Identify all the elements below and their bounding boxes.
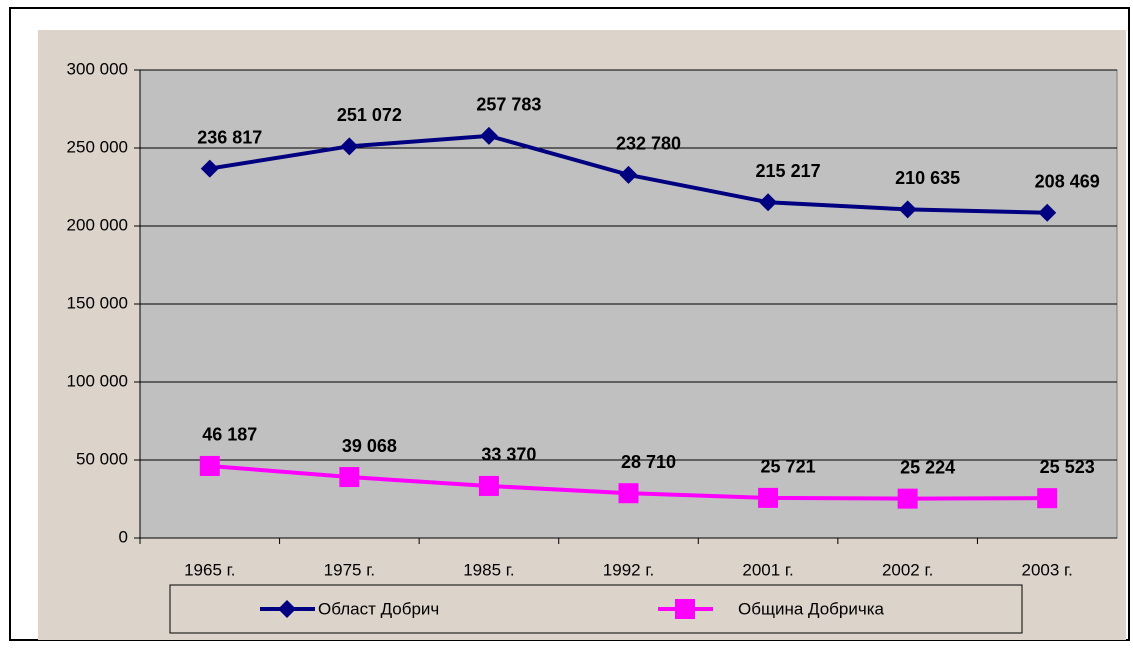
data-label: 232 780 — [616, 134, 681, 154]
data-point — [1038, 203, 1057, 222]
data-point — [199, 455, 220, 476]
y-tick-label: 0 — [119, 527, 128, 546]
data-label: 215 217 — [756, 161, 821, 181]
data-point — [479, 126, 498, 145]
y-tick-label: 150 000 — [67, 293, 128, 312]
data-point — [898, 200, 917, 219]
data-label: 33 370 — [481, 445, 536, 465]
data-point — [200, 159, 219, 178]
x-tick-label: 1992 г. — [603, 560, 654, 579]
data-point — [478, 475, 499, 496]
data-point — [619, 165, 638, 184]
x-tick-label: 1965 г. — [184, 560, 235, 579]
data-point — [340, 137, 359, 156]
data-label: 236 817 — [197, 127, 262, 147]
data-point — [1037, 488, 1058, 509]
data-label: 257 783 — [476, 95, 541, 115]
x-tick-label: 1985 г. — [463, 560, 514, 579]
data-label: 25 523 — [1040, 457, 1095, 477]
data-point — [339, 467, 360, 488]
data-point — [618, 483, 639, 504]
data-label: 39 068 — [342, 436, 397, 456]
data-label: 28 710 — [621, 452, 676, 472]
data-label: 208 469 — [1035, 172, 1100, 192]
data-point — [897, 488, 918, 509]
data-label: 25 224 — [900, 457, 955, 477]
y-tick-label: 300 000 — [67, 59, 128, 78]
data-point — [758, 487, 779, 508]
data-label: 25 721 — [761, 457, 816, 477]
y-tick-label: 100 000 — [67, 371, 128, 390]
legend-marker — [675, 599, 695, 619]
x-tick-label: 2001 г. — [742, 560, 793, 579]
legend-label: Област Добрич — [318, 599, 439, 618]
x-tick-label: 2002 г. — [882, 560, 933, 579]
legend-marker — [278, 600, 296, 618]
data-point — [759, 193, 778, 212]
y-tick-label: 50 000 — [76, 449, 128, 468]
data-label: 46 187 — [202, 425, 257, 445]
data-label: 210 635 — [895, 168, 960, 188]
y-tick-label: 250 000 — [67, 137, 128, 156]
legend-label: Община Добричка — [738, 599, 885, 618]
data-label: 251 072 — [337, 105, 402, 125]
x-tick-label: 2003 г. — [1022, 560, 1073, 579]
x-tick-label: 1975 г. — [324, 560, 375, 579]
y-tick-label: 200 000 — [67, 215, 128, 234]
